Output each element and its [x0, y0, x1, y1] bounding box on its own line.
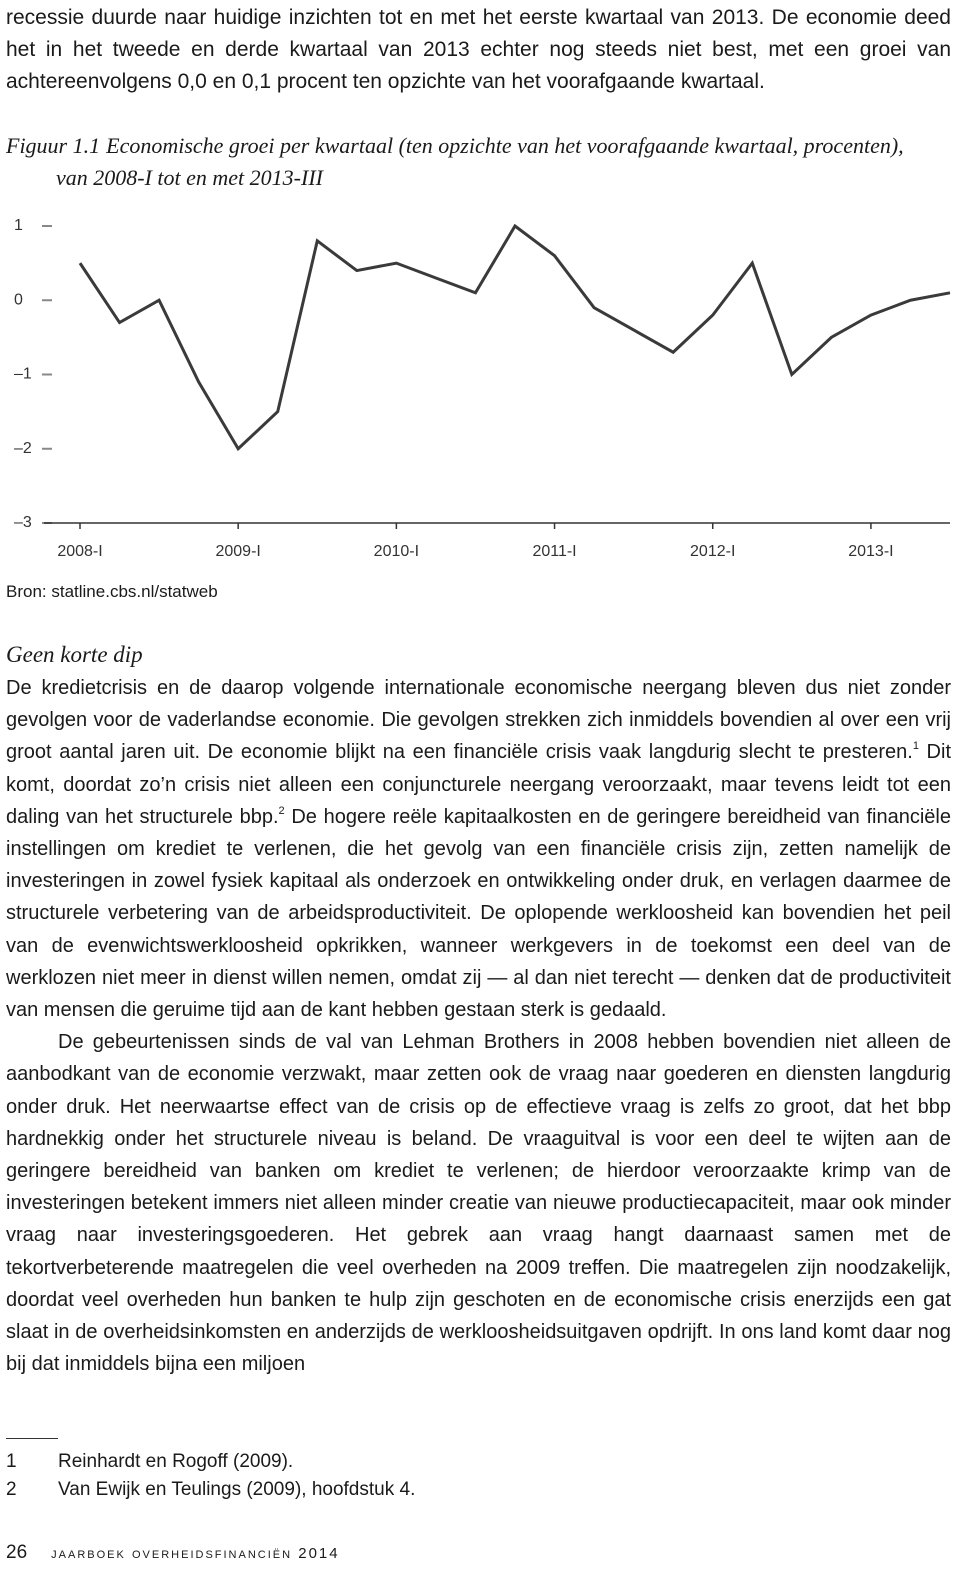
page-footer: 26 jaarboek overheidsfinanciën 2014 [6, 1542, 340, 1564]
section-body: De kredietcrisis en de daarop volgende i… [6, 672, 951, 1380]
footnote-number: 1 [6, 1451, 17, 1472]
x-tick-label: 2012-I [690, 543, 735, 560]
paragraph: De gebeurtenissen sinds de val van Lehma… [6, 1026, 951, 1380]
x-tick-label: 2013-I [848, 543, 893, 560]
page-number: 26 [6, 1542, 28, 1563]
figure-caption-text: Economische groei per kwartaal (ten opzi… [56, 133, 904, 190]
text-run: Dit komt, doordat zo’n crisis niet allee… [6, 741, 952, 828]
section-heading: Geen korte dip [6, 642, 143, 667]
footnote: 1 Reinhardt en Rogoff (2009). [6, 1451, 293, 1473]
chart: –3 –2 –1 0 1 2008-I 2009-I 2010-I 2011-I 2012-I 20… [14, 217, 951, 560]
x-tick-label: 2009-I [215, 543, 260, 560]
footnote-rule [6, 1438, 58, 1439]
footnote-ref: 2 [278, 804, 285, 817]
figure-source: Bron: statline.cbs.nl/statweb [6, 582, 218, 601]
data-line [78, 223, 951, 452]
x-tick-label: 2008-I [57, 543, 102, 560]
footnote: 2 Van Ewijk en Teulings (2009), hoofdstuk… [6, 1479, 415, 1501]
footnote-text: Reinhardt en Rogoff (2009). [58, 1451, 294, 1472]
x-tick-label: 2010-I [374, 543, 419, 560]
y-tick-label: 0 [14, 291, 23, 308]
x-tick-label: 2011-I [532, 543, 576, 560]
paragraph: De kredietcrisis en de daarop volgende i… [6, 672, 951, 1026]
figure-caption: Figuur 1.1 Economische groei per kwartaal… [6, 130, 906, 194]
text-run: De kredietcrisis en de daarop volgende i… [6, 677, 951, 764]
footnote-number: 2 [6, 1479, 17, 1500]
text-run: De gebeurtenissen sinds de val van Lehma… [6, 1031, 951, 1376]
y-tick-label: 1 [14, 217, 23, 234]
figure-label: Figuur 1.1 [6, 133, 101, 158]
text-run: De hogere reële kapitaalkosten en de ger… [6, 805, 951, 1022]
y-tick-label: –3 [14, 514, 32, 531]
y-tick-label: –2 [14, 440, 32, 457]
y-tick-label: –1 [14, 366, 32, 383]
intro-paragraph: recessie duurde naar huidige inzichten t… [6, 6, 951, 93]
footer-title: jaarboek overheidsfinanciën 2014 [51, 1545, 340, 1562]
footnote-text: Van Ewijk en Teulings (2009), hoofdstuk … [58, 1479, 416, 1500]
footnote-ref: 1 [912, 740, 919, 753]
